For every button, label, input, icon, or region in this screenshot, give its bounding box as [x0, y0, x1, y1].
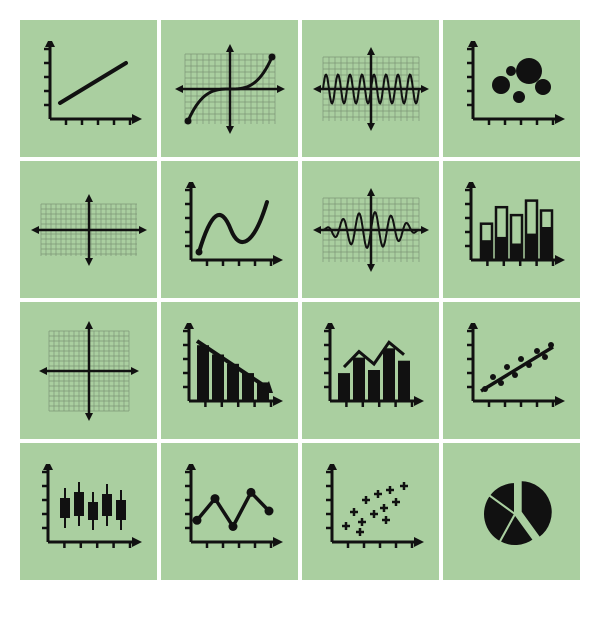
curve-grid-icon [161, 20, 298, 157]
bubble-icon [443, 20, 580, 157]
plus-scatter-icon [302, 443, 439, 580]
decline-bar-icon [161, 302, 298, 439]
spline-icon [161, 161, 298, 298]
line-up-icon [20, 20, 157, 157]
polyline-icon [161, 443, 298, 580]
bar-line-icon [302, 302, 439, 439]
wide-grid-icon [20, 161, 157, 298]
scatter-trend-icon [443, 302, 580, 439]
chart-icon-grid [20, 20, 580, 580]
square-grid-icon [20, 302, 157, 439]
mod-wave-icon [302, 161, 439, 298]
pie-icon [443, 443, 580, 580]
stacked-bar-icon [443, 161, 580, 298]
dense-wave-icon [302, 20, 439, 157]
candlestick-icon [20, 443, 157, 580]
